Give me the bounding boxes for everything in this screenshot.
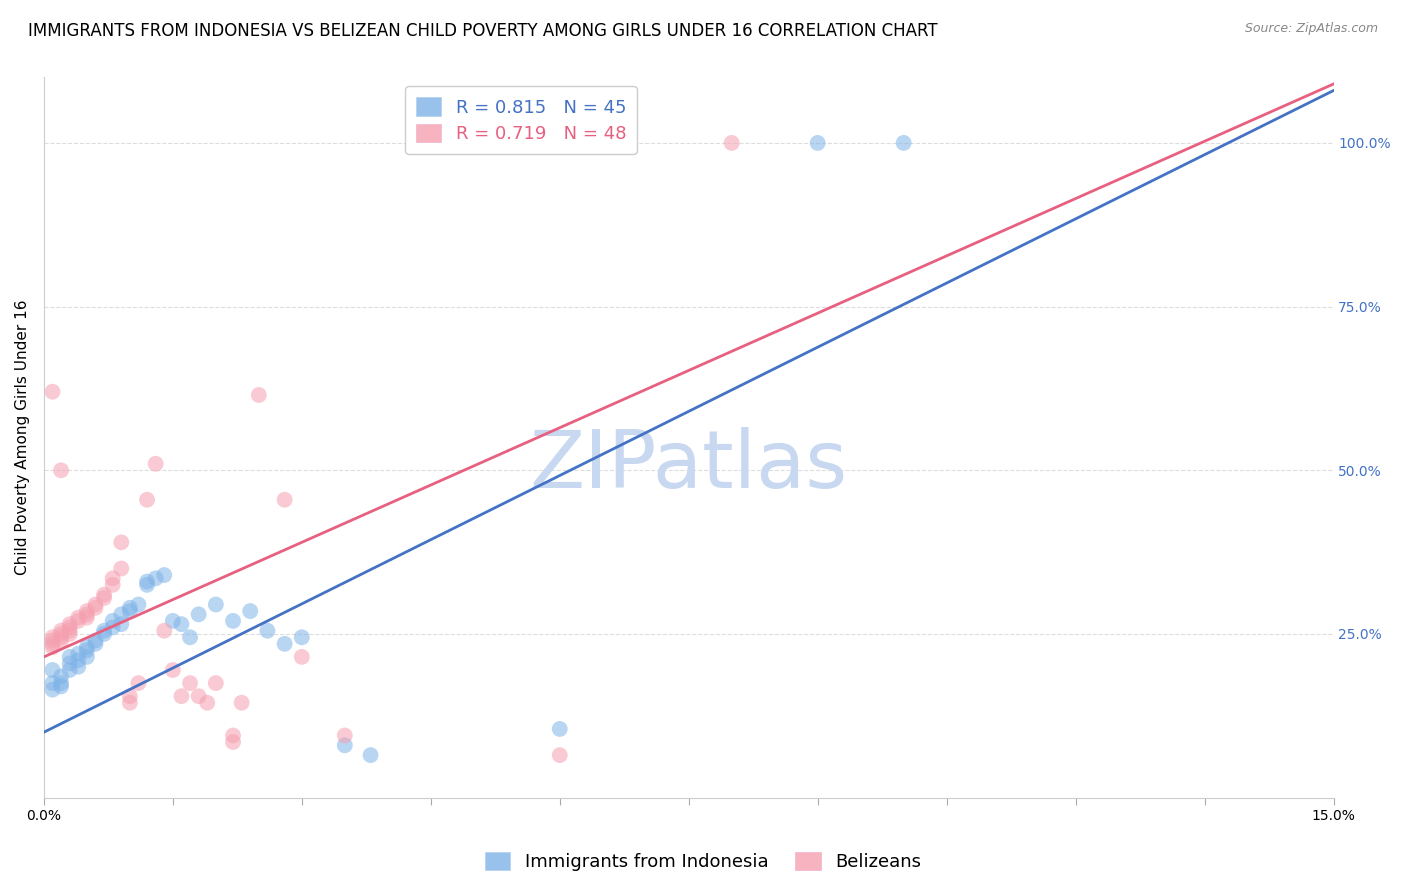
Point — [76, 649, 98, 664]
Point — [110, 561, 132, 575]
Point — [136, 574, 159, 589]
Point — [101, 578, 124, 592]
Point — [291, 630, 314, 644]
Point — [59, 627, 82, 641]
Point — [153, 568, 176, 582]
Point — [41, 633, 63, 648]
Point — [101, 620, 124, 634]
Point — [41, 640, 63, 654]
Point — [162, 614, 184, 628]
Point — [127, 676, 149, 690]
Point — [273, 637, 295, 651]
Point — [101, 614, 124, 628]
Text: IMMIGRANTS FROM INDONESIA VS BELIZEAN CHILD POVERTY AMONG GIRLS UNDER 16 CORRELA: IMMIGRANTS FROM INDONESIA VS BELIZEAN CH… — [28, 22, 938, 40]
Point — [76, 610, 98, 624]
Point — [118, 696, 141, 710]
Point — [76, 604, 98, 618]
Point — [49, 669, 72, 683]
Point — [49, 630, 72, 644]
Point — [333, 739, 356, 753]
Point — [59, 649, 82, 664]
Point — [59, 620, 82, 634]
Point — [93, 588, 115, 602]
Point — [49, 676, 72, 690]
Point — [110, 607, 132, 622]
Legend: R = 0.815   N = 45, R = 0.719   N = 48: R = 0.815 N = 45, R = 0.719 N = 48 — [405, 87, 637, 154]
Point — [59, 657, 82, 671]
Point — [110, 617, 132, 632]
Point — [807, 136, 830, 150]
Point — [67, 647, 90, 661]
Point — [291, 649, 314, 664]
Point — [84, 598, 107, 612]
Point — [41, 682, 63, 697]
Point — [49, 627, 72, 641]
Point — [59, 617, 82, 632]
Point — [67, 610, 90, 624]
Point — [67, 659, 90, 673]
Point — [84, 633, 107, 648]
Point — [41, 384, 63, 399]
Point — [145, 457, 167, 471]
Point — [256, 624, 278, 638]
Point — [153, 624, 176, 638]
Point — [136, 492, 159, 507]
Point — [41, 637, 63, 651]
Point — [49, 463, 72, 477]
Point — [222, 614, 245, 628]
Point — [41, 663, 63, 677]
Point — [333, 729, 356, 743]
Point — [205, 598, 228, 612]
Y-axis label: Child Poverty Among Girls Under 16: Child Poverty Among Girls Under 16 — [15, 300, 30, 575]
Point — [239, 604, 262, 618]
Point — [222, 735, 245, 749]
Point — [548, 722, 571, 736]
Point — [101, 571, 124, 585]
Point — [41, 676, 63, 690]
Point — [247, 388, 270, 402]
Point — [49, 633, 72, 648]
Point — [59, 624, 82, 638]
Point — [59, 663, 82, 677]
Point — [222, 729, 245, 743]
Point — [170, 617, 193, 632]
Point — [273, 492, 295, 507]
Point — [118, 600, 141, 615]
Point — [179, 630, 201, 644]
Point — [76, 607, 98, 622]
Point — [179, 676, 201, 690]
Point — [118, 689, 141, 703]
Point — [84, 637, 107, 651]
Point — [187, 689, 209, 703]
Point — [41, 630, 63, 644]
Point — [49, 624, 72, 638]
Point — [136, 578, 159, 592]
Text: Source: ZipAtlas.com: Source: ZipAtlas.com — [1244, 22, 1378, 36]
Point — [195, 696, 218, 710]
Point — [67, 653, 90, 667]
Point — [76, 643, 98, 657]
Point — [360, 748, 382, 763]
Point — [187, 607, 209, 622]
Point — [49, 679, 72, 693]
Point — [893, 136, 915, 150]
Point — [93, 624, 115, 638]
Text: ZIPatlas: ZIPatlas — [530, 427, 848, 506]
Legend: Immigrants from Indonesia, Belizeans: Immigrants from Indonesia, Belizeans — [478, 845, 928, 879]
Point — [67, 614, 90, 628]
Point — [720, 136, 742, 150]
Point — [110, 535, 132, 549]
Point — [84, 600, 107, 615]
Point — [162, 663, 184, 677]
Point — [231, 696, 253, 710]
Point — [76, 640, 98, 654]
Point — [145, 571, 167, 585]
Point — [118, 604, 141, 618]
Point — [127, 598, 149, 612]
Point — [548, 748, 571, 763]
Point — [170, 689, 193, 703]
Point — [93, 627, 115, 641]
Point — [93, 591, 115, 605]
Point — [205, 676, 228, 690]
